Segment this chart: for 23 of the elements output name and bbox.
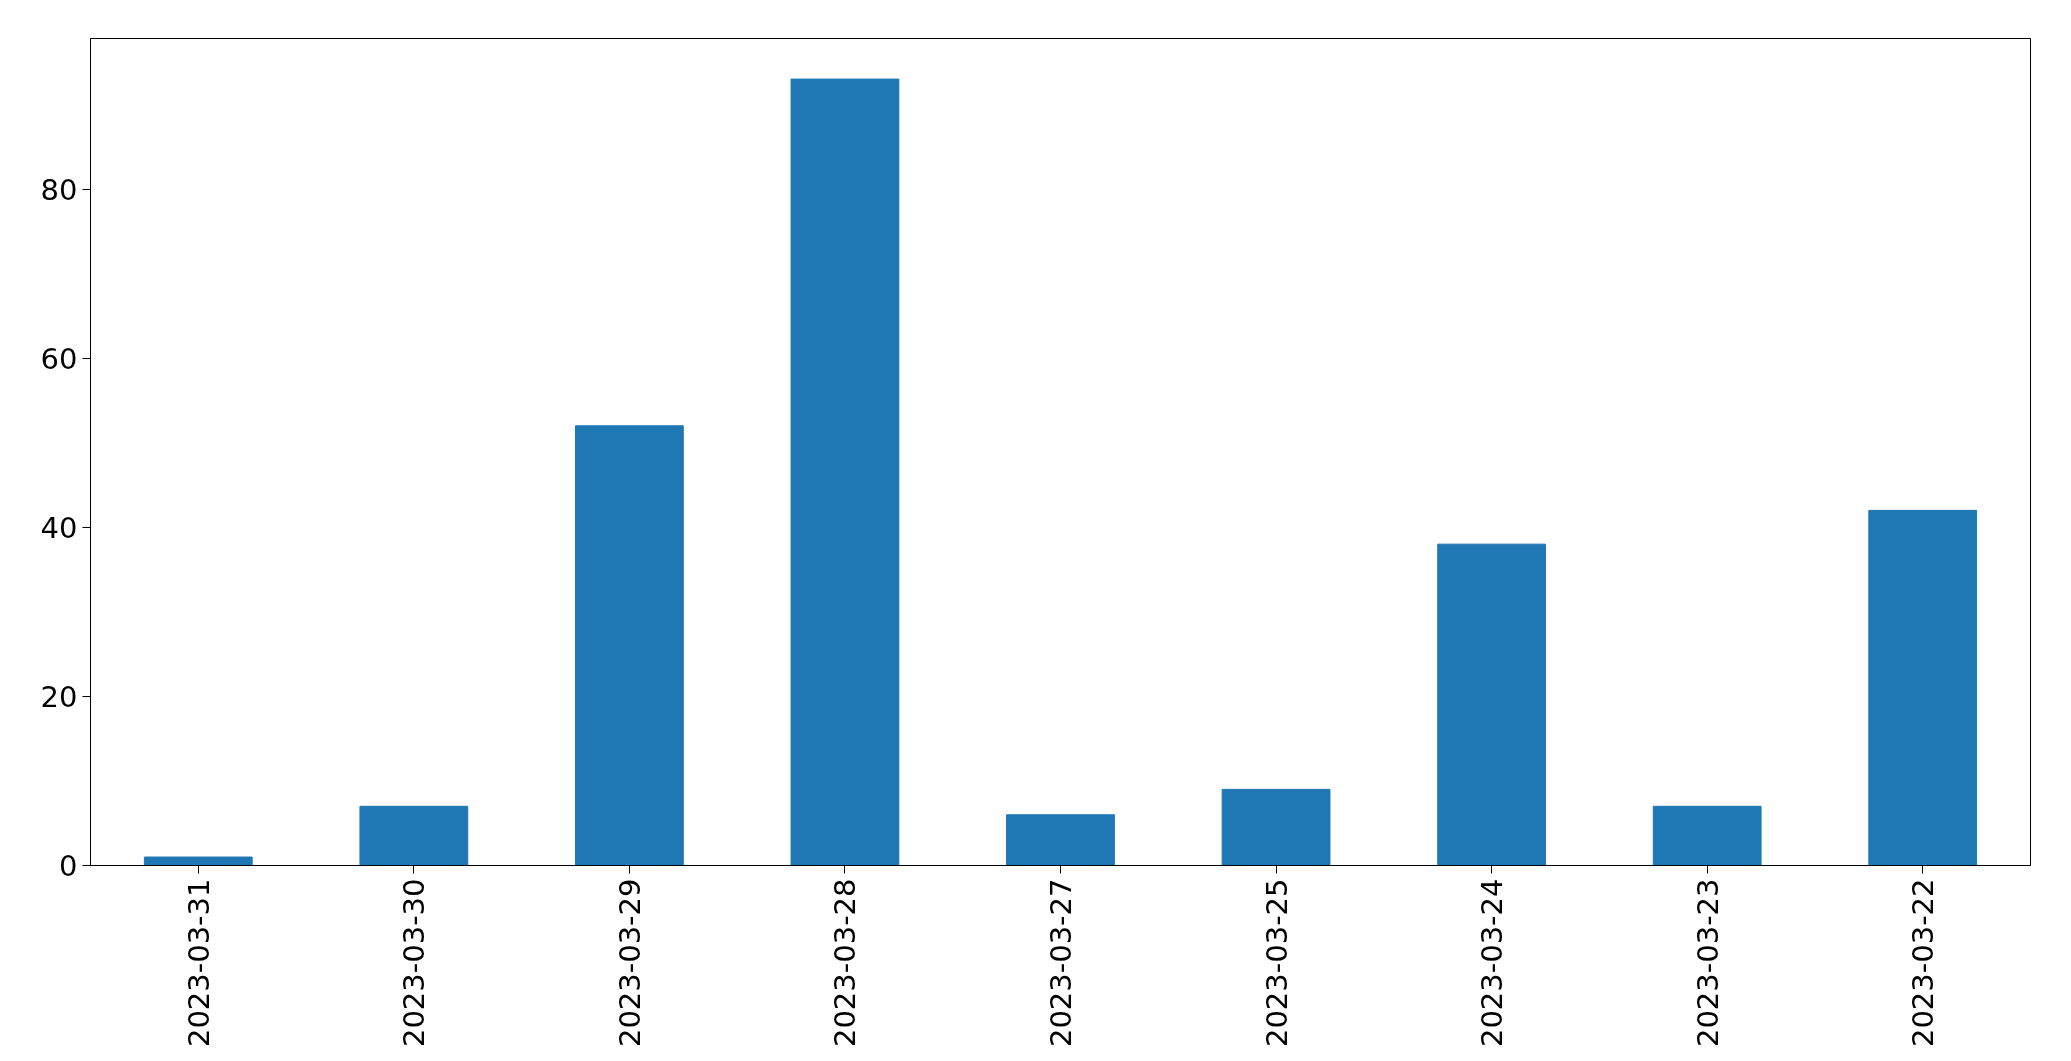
y-tick-label: 60 [40, 341, 78, 376]
y-tick-label: 20 [40, 679, 78, 714]
x-tick-label: 2023-03-27 [1044, 878, 1078, 1048]
y-tick-label: 40 [40, 510, 78, 545]
bar [1006, 814, 1115, 866]
x-tick-label: 2023-03-25 [1259, 878, 1294, 1048]
x-tick-label: 2023-03-23 [1690, 878, 1725, 1048]
y-tick-label: 0 [59, 849, 78, 883]
bar [1221, 788, 1331, 866]
x-tick-label: 2023-03-31 [181, 878, 216, 1048]
bar [143, 856, 253, 866]
y-tick-label: 80 [40, 172, 78, 207]
bar [575, 425, 684, 866]
bar [1437, 543, 1546, 866]
x-tick-label: 2023-03-28 [828, 878, 863, 1048]
bar [1652, 805, 1762, 866]
bar [790, 78, 900, 866]
x-tick-label: 2023-03-24 [1475, 878, 1510, 1048]
x-tick-label: 2023-03-22 [1906, 878, 1941, 1048]
bar [1868, 509, 1978, 866]
x-tick-label: 2023-03-30 [397, 878, 432, 1048]
bar [359, 805, 469, 866]
x-tick-label: 2023-03-29 [612, 878, 647, 1048]
